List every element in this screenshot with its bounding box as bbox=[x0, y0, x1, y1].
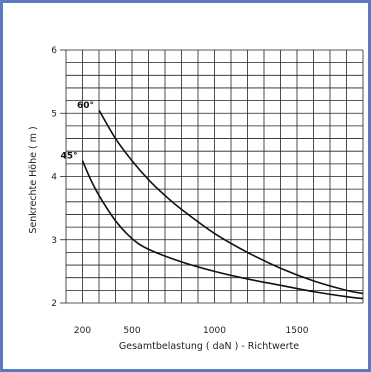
x-axis-label: Gesamtbelastung ( daN ) - Richtwerte bbox=[119, 341, 299, 352]
series-labels: 60° 45° bbox=[60, 101, 94, 162]
grid bbox=[60, 49, 364, 304]
ticks: 2 3 4 5 6 200 500 1000 1500 bbox=[51, 46, 308, 336]
x-tick-label: 200 bbox=[74, 326, 91, 336]
y-tick-label: 2 bbox=[51, 299, 57, 309]
series-line-60 bbox=[98, 109, 364, 295]
series-line-45 bbox=[81, 160, 364, 300]
y-tick-label: 3 bbox=[51, 236, 57, 246]
chart: 2 3 4 5 6 200 500 1000 1500 60° 45° Gesamtbelastu… bbox=[28, 46, 364, 352]
curves bbox=[81, 109, 364, 300]
x-tick-label: 500 bbox=[123, 326, 140, 336]
y-axis-label: Senkrechte Höhe ( m ) bbox=[28, 126, 39, 233]
x-tick-label: 1500 bbox=[286, 326, 309, 336]
y-tick-label: 4 bbox=[51, 173, 57, 183]
y-tick-label: 6 bbox=[51, 46, 57, 56]
x-tick-label: 1000 bbox=[203, 326, 226, 336]
series-label-60: 60° bbox=[77, 101, 94, 111]
y-tick-label: 5 bbox=[51, 109, 57, 119]
series-label-45: 45° bbox=[60, 152, 77, 162]
